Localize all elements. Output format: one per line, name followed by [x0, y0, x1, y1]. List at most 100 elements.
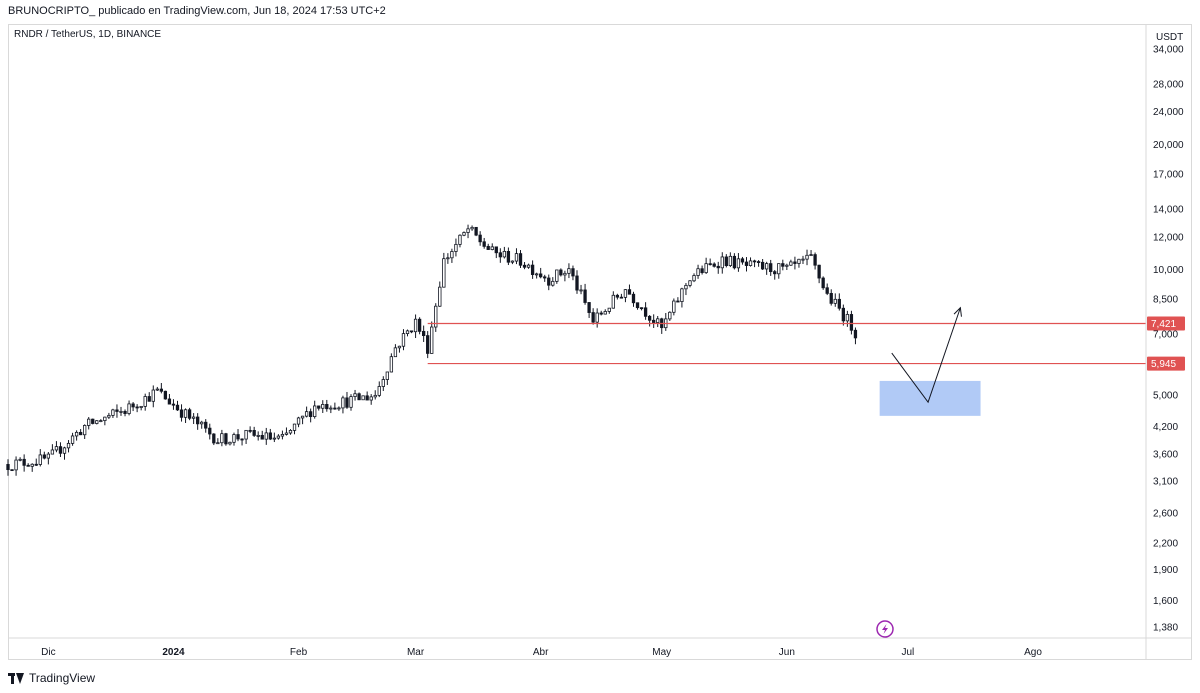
- candle: [87, 417, 91, 430]
- candle: [704, 257, 708, 274]
- time-tick-label: Jun: [779, 647, 795, 658]
- candle: [321, 400, 325, 413]
- candle-body: [389, 356, 394, 373]
- candle: [135, 404, 139, 413]
- candle-body: [575, 275, 579, 291]
- candle-body: [87, 418, 91, 426]
- candle-body: [583, 289, 587, 303]
- tradingview-logo-icon: [8, 672, 24, 684]
- candle-body: [716, 265, 720, 269]
- candle-body: [829, 292, 833, 304]
- candle-body: [809, 254, 813, 257]
- candle: [643, 302, 648, 320]
- candle-body: [833, 298, 837, 304]
- candle-body: [635, 302, 640, 309]
- candle: [664, 313, 668, 331]
- candle-body: [66, 442, 71, 449]
- candle-body: [530, 264, 535, 275]
- candle: [555, 269, 559, 284]
- candle: [781, 259, 785, 271]
- candle: [551, 277, 555, 287]
- candle-body: [34, 463, 38, 466]
- candle: [434, 303, 438, 332]
- candle-body: [18, 458, 22, 461]
- candle-body: [643, 307, 648, 317]
- candle-body: [571, 268, 575, 277]
- candle: [232, 432, 236, 446]
- candle: [14, 456, 18, 476]
- candle-body: [107, 414, 111, 418]
- candle-body: [462, 232, 466, 236]
- candle-body: [167, 398, 172, 405]
- candle-body: [793, 261, 797, 264]
- candle: [22, 454, 26, 472]
- candle: [167, 394, 172, 405]
- candle: [325, 399, 329, 412]
- candle: [502, 246, 507, 259]
- flash-icon[interactable]: [876, 620, 894, 638]
- candle: [688, 280, 692, 288]
- candle-body: [280, 433, 285, 437]
- candle-body: [704, 263, 708, 274]
- candle: [672, 298, 676, 316]
- candle-body: [300, 415, 305, 419]
- time-tick-label: Ago: [1024, 647, 1042, 658]
- candle: [373, 390, 377, 400]
- candle: [716, 261, 720, 274]
- candle: [284, 427, 289, 436]
- candle: [46, 451, 51, 465]
- candle-body: [317, 405, 321, 409]
- candle-body: [623, 289, 628, 298]
- candle: [793, 256, 797, 270]
- candle: [256, 431, 260, 441]
- candle: [159, 382, 163, 394]
- candle: [341, 395, 345, 414]
- candle: [668, 311, 672, 321]
- candle: [70, 432, 75, 446]
- candle: [381, 376, 385, 391]
- candle-body: [534, 273, 539, 276]
- candle-body: [680, 288, 684, 302]
- candle: [845, 310, 850, 327]
- target-zone[interactable]: [879, 380, 981, 416]
- candle-body: [817, 264, 821, 279]
- candle: [393, 344, 398, 358]
- symbol-legend: RNDR / TetherUS, 1D, BINANCE: [14, 29, 162, 40]
- candle-body: [200, 421, 204, 425]
- candle: [809, 250, 813, 257]
- candle-body: [845, 314, 850, 322]
- candle: [377, 381, 381, 398]
- candle: [349, 394, 353, 411]
- candle: [54, 441, 59, 453]
- candle: [317, 405, 321, 411]
- candle: [539, 267, 543, 279]
- candle-body: [321, 404, 325, 409]
- candle-body: [127, 403, 131, 414]
- candle-body: [454, 243, 458, 252]
- candle: [676, 297, 680, 303]
- candle-body: [204, 421, 208, 429]
- candle: [103, 416, 107, 426]
- candle: [494, 246, 498, 259]
- candle: [369, 394, 373, 405]
- candle: [62, 446, 67, 460]
- candle-body: [587, 302, 591, 313]
- candle-body: [813, 254, 817, 266]
- candle-body: [50, 449, 55, 455]
- candle: [204, 419, 208, 433]
- time-tick-label: Feb: [290, 647, 308, 658]
- candle: [34, 458, 38, 467]
- candle-body: [345, 397, 349, 408]
- candle-body: [284, 432, 289, 435]
- candle: [179, 404, 184, 422]
- price-tick-label: 1,380: [1153, 623, 1178, 634]
- candle: [777, 263, 781, 279]
- projection-path[interactable]: [891, 307, 961, 404]
- candle-body: [123, 410, 127, 414]
- time-tick-label: Jul: [902, 647, 915, 658]
- candle-body: [522, 264, 527, 268]
- candle: [10, 469, 14, 472]
- time-tick-label: Dic: [41, 647, 55, 658]
- candle-body: [232, 434, 236, 443]
